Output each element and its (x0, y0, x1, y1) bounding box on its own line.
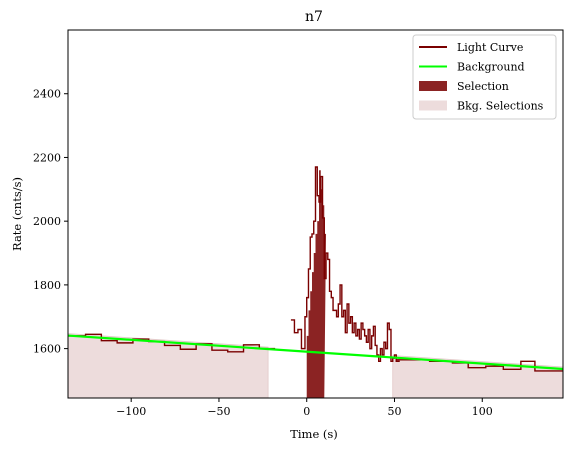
y-axis-ticks: 1600 1800 2000 2200 2400 (33, 88, 68, 356)
legend-swatch-sel (419, 81, 447, 91)
light-curve-pre (68, 333, 276, 353)
y-tick-label: 1800 (33, 279, 61, 292)
selection-region (306, 170, 327, 398)
legend-label-lc: Light Curve (457, 41, 523, 54)
x-tick-label: −100 (116, 405, 146, 418)
x-axis-label: Time (s) (290, 427, 338, 441)
x-axis-ticks: −100 −50 0 50 100 (116, 398, 493, 418)
x-tick-label: −50 (207, 405, 230, 418)
y-tick-label: 2400 (33, 88, 61, 101)
light-curve-post (396, 359, 563, 372)
x-tick-label: 50 (387, 405, 401, 418)
background-layer (67, 334, 564, 371)
y-tick-label: 2200 (33, 151, 61, 164)
legend-swatch-bkg (419, 100, 447, 111)
legend-label-bg: Background (457, 61, 525, 74)
light-curve-burst (290, 166, 400, 363)
background-line (67, 334, 564, 371)
chart-title: n7 (305, 9, 323, 25)
legend: Light Curve Background Selection Bkg. Selec… (412, 34, 557, 120)
plot-frame (67, 29, 564, 399)
legend-label-sel: Selection (457, 80, 509, 93)
light-curve-layer (68, 166, 563, 372)
selection-layer (306, 170, 327, 398)
legend-label-bkg: Bkg. Selections (457, 100, 544, 113)
y-tick-label: 1600 (33, 343, 61, 356)
x-tick-label: 100 (472, 405, 493, 418)
bkg-selection-region-1 (392, 355, 564, 399)
y-tick-label: 2000 (33, 215, 61, 228)
legend-box (412, 34, 557, 120)
x-tick-label: 0 (303, 405, 310, 418)
y-axis-label: Rate (cnts/s) (10, 177, 24, 251)
